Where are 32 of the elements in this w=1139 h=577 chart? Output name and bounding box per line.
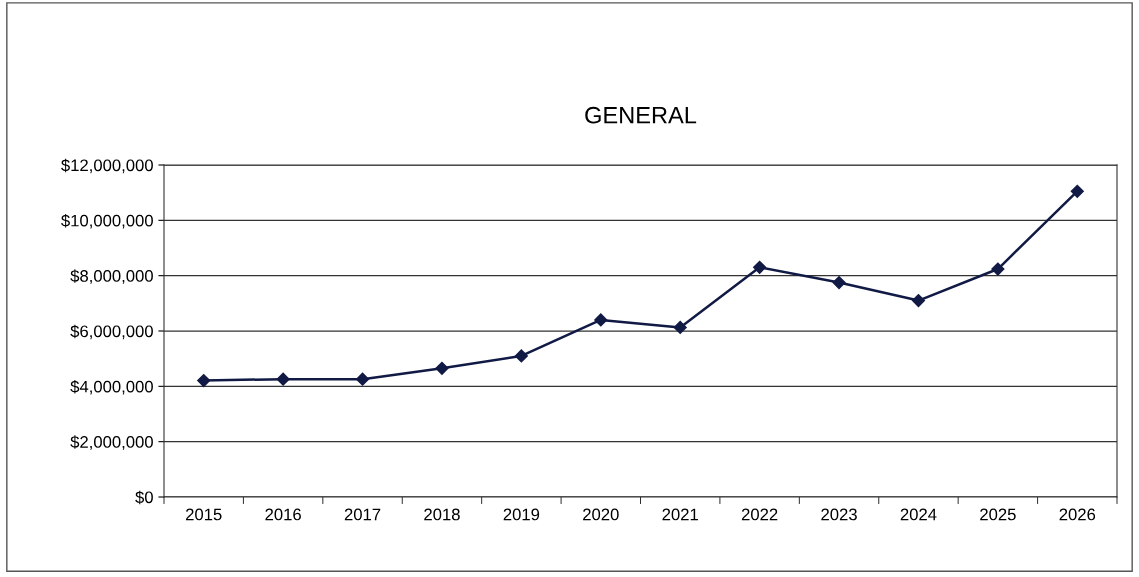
x-tick-label: 2020	[583, 508, 619, 521]
x-tick-label: 2024	[900, 508, 937, 521]
x-tick-label: 2026	[1059, 508, 1096, 521]
x-tick-label: 2015	[186, 508, 222, 521]
x-tick-label: 2019	[503, 508, 540, 521]
point	[435, 361, 449, 375]
x-tick-label: 2017	[344, 508, 381, 521]
x-tick-label: 2016	[265, 508, 301, 521]
y-tick-label: $6,000,000	[70, 324, 153, 340]
point	[832, 275, 846, 290]
y-tick-label: $12,000,000	[61, 158, 153, 174]
x-tick-label: 2018	[424, 508, 460, 521]
y-tick-label: $4,000,000	[70, 380, 153, 395]
x-tick-label: 2021	[662, 508, 698, 521]
chart-title: GENERAL	[585, 106, 697, 124]
y-tick-label: $8,000,000	[70, 269, 153, 284]
point	[276, 372, 290, 386]
y-tick-label: $2,000,000	[70, 435, 153, 450]
point	[673, 320, 687, 334]
y-tick-label: $10,000,000	[61, 214, 153, 229]
point	[911, 293, 926, 308]
point	[753, 260, 767, 274]
point	[991, 262, 1005, 276]
x-tick-label: 2025	[980, 508, 1016, 521]
point	[197, 373, 211, 388]
point	[594, 313, 608, 327]
x-tick-label: 2023	[821, 508, 857, 521]
y-tick-label: $0	[135, 490, 153, 505]
point	[1070, 184, 1084, 198]
x-tick-label: 2022	[741, 508, 778, 521]
point	[355, 372, 370, 386]
point	[514, 349, 528, 363]
